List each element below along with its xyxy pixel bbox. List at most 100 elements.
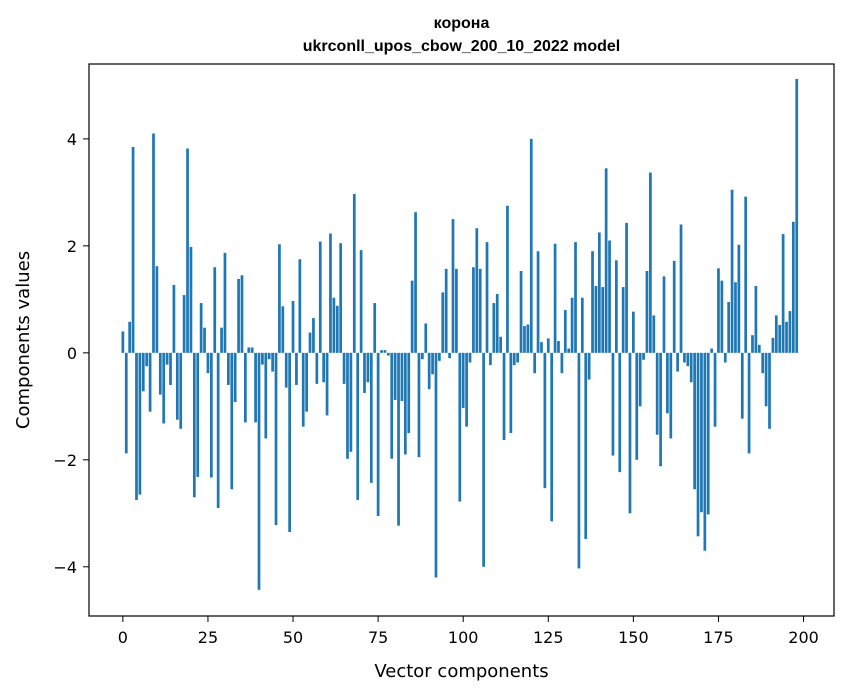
bar	[754, 285, 758, 353]
bar	[128, 321, 132, 353]
bar	[642, 352, 645, 360]
bar	[158, 352, 162, 395]
bar	[734, 282, 737, 353]
bar	[267, 352, 271, 360]
bar	[407, 352, 411, 434]
bar	[179, 352, 183, 429]
bar	[414, 212, 417, 353]
bar	[295, 352, 298, 385]
bar	[301, 352, 305, 427]
chart-subtitle: ukrconll_upos_cbow_200_10_2022 model	[303, 38, 620, 55]
bar	[512, 352, 516, 366]
y-tick-label: −2	[53, 451, 77, 470]
bar	[720, 280, 724, 353]
bar	[298, 259, 302, 353]
bar	[614, 260, 618, 353]
bar	[186, 148, 189, 353]
bar	[502, 352, 506, 441]
bar	[386, 352, 390, 356]
bar	[237, 279, 240, 353]
bar	[529, 138, 533, 353]
bar	[730, 189, 734, 353]
bar	[744, 196, 748, 353]
bar	[199, 303, 203, 353]
y-tick-label: 0	[67, 344, 77, 363]
bar	[594, 285, 598, 353]
bar	[768, 352, 771, 429]
bar	[587, 352, 591, 380]
x-tick-label: 100	[448, 628, 479, 647]
bar	[312, 318, 315, 353]
bar	[649, 172, 652, 353]
bar	[322, 352, 326, 383]
bar	[761, 352, 765, 374]
bar	[713, 352, 717, 427]
bar	[189, 246, 193, 353]
bar	[155, 266, 159, 353]
bar	[700, 352, 703, 513]
bar	[516, 352, 520, 363]
bar	[441, 292, 445, 353]
bar	[751, 335, 754, 353]
plot-frame	[88, 63, 835, 617]
bar	[417, 352, 421, 458]
bar	[318, 241, 322, 353]
bar	[628, 352, 632, 514]
bar	[145, 352, 149, 367]
bar	[706, 352, 710, 515]
bar	[192, 352, 196, 498]
y-tick-label: 2	[67, 237, 77, 256]
bar	[162, 352, 166, 424]
bar	[693, 352, 696, 490]
bar	[591, 251, 594, 353]
bar	[557, 341, 560, 353]
bar	[131, 146, 135, 353]
bar	[468, 352, 472, 363]
bar	[580, 297, 584, 353]
bar	[124, 352, 128, 454]
bar	[492, 303, 496, 353]
plot-area	[89, 64, 834, 616]
bar	[774, 315, 778, 353]
y-axis: −4 −2 0 2 4	[53, 130, 89, 577]
bar	[791, 221, 795, 353]
bar	[659, 352, 662, 467]
bar	[244, 352, 247, 423]
bar	[519, 271, 523, 353]
bar	[403, 352, 407, 455]
bar	[472, 267, 475, 353]
bar	[196, 352, 200, 477]
bar	[342, 352, 346, 384]
bar	[710, 348, 714, 353]
bar	[611, 352, 615, 456]
bar	[563, 310, 567, 353]
bar	[216, 352, 220, 508]
bar	[652, 315, 656, 353]
bar	[669, 352, 673, 439]
bar	[604, 168, 608, 353]
bar	[148, 352, 152, 412]
bar	[499, 336, 502, 353]
bar	[475, 228, 479, 353]
bar	[335, 305, 339, 353]
bar	[461, 352, 465, 408]
bar	[448, 352, 451, 359]
bar	[553, 243, 557, 353]
bar	[788, 311, 792, 353]
bar	[264, 352, 268, 439]
x-tick-label: 175	[703, 628, 734, 647]
bar	[352, 193, 356, 353]
bar	[540, 342, 543, 353]
bar	[230, 352, 234, 490]
bar	[165, 352, 169, 365]
x-tick-label: 150	[618, 628, 649, 647]
bar	[274, 352, 278, 526]
bar	[597, 232, 601, 353]
bar	[533, 352, 537, 374]
bar	[546, 338, 550, 353]
x-tick-label: 50	[283, 628, 303, 647]
bar	[662, 276, 666, 353]
bar	[570, 297, 574, 353]
bar	[455, 268, 458, 353]
bar	[536, 251, 540, 353]
